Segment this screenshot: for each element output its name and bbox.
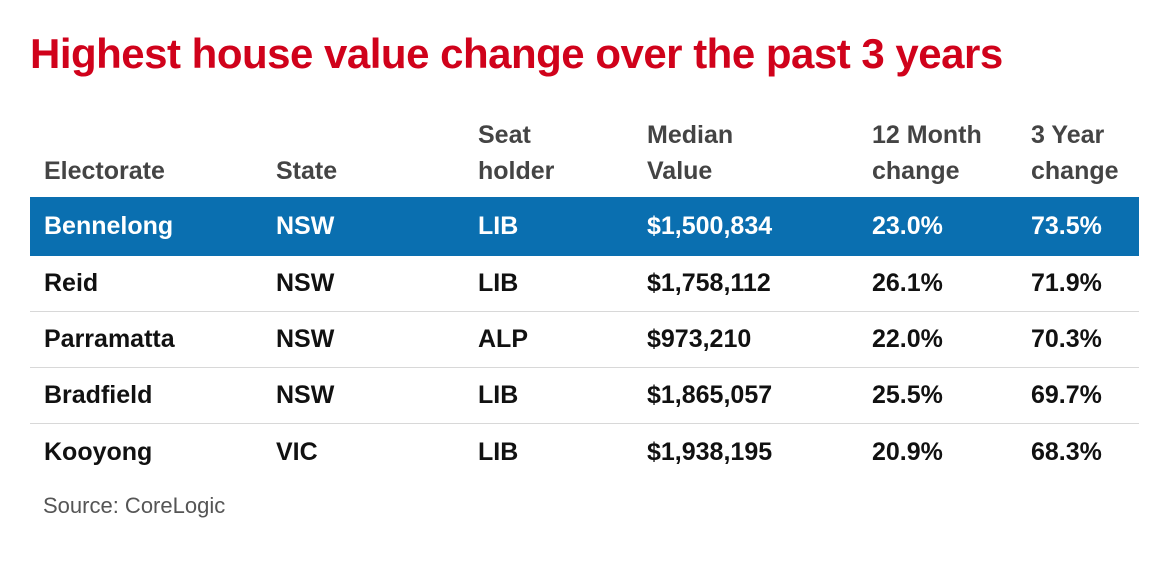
cell-state: NSW — [276, 381, 335, 409]
cell-electorate: Bradfield — [44, 381, 153, 409]
cell-electorate: Kooyong — [44, 437, 153, 466]
chart-title: Highest house value change over the past… — [30, 30, 1003, 77]
table-row: Bradfield NSW LIB $1,865,057 25.5% 69.7% — [30, 368, 1139, 424]
cell-median-value: $973,210 — [647, 325, 752, 353]
table-header: Electorate State Seat holder Median Valu… — [30, 120, 1139, 197]
cell-state: NSW — [276, 269, 335, 297]
table-row: Kooyong VIC LIB $1,938,195 20.9% 68.3% — [30, 424, 1139, 480]
cell-electorate: Reid — [44, 269, 99, 297]
cell-median-value: $1,500,834 — [647, 212, 773, 240]
cell-seat-holder: ALP — [478, 325, 528, 353]
header-seat-holder: Seat holder — [478, 121, 555, 185]
cell-12-month-change: 25.5% — [872, 381, 943, 409]
cell-3-year-change: 70.3% — [1031, 325, 1102, 353]
cell-12-month-change: 26.1% — [872, 269, 943, 297]
cell-12-month-change: 20.9% — [872, 437, 943, 466]
header-median-value: Median Value — [647, 121, 734, 185]
cell-12-month-change: 23.0% — [872, 212, 943, 240]
cell-electorate: Bennelong — [44, 212, 174, 240]
cell-3-year-change: 69.7% — [1031, 381, 1102, 409]
source-note: Source: CoreLogic — [43, 493, 226, 518]
cell-state: NSW — [276, 212, 335, 240]
cell-state: VIC — [276, 437, 318, 466]
cell-3-year-change: 71.9% — [1031, 269, 1102, 297]
cell-3-year-change: 73.5% — [1031, 212, 1102, 240]
cell-median-value: $1,758,112 — [647, 269, 771, 297]
cell-seat-holder: LIB — [478, 437, 519, 466]
table-row: Bennelong NSW LIB $1,500,834 23.0% 73.5% — [30, 197, 1139, 256]
data-table: Electorate State Seat holder Median Valu… — [30, 120, 1139, 480]
cell-state: NSW — [276, 325, 335, 353]
header-3-year-change: 3 Year change — [1031, 121, 1119, 185]
cell-median-value: $1,938,195 — [647, 437, 773, 466]
cell-12-month-change: 22.0% — [872, 325, 943, 353]
cell-seat-holder: LIB — [478, 381, 519, 409]
header-12-month-change: 12 Month change — [872, 121, 982, 185]
cell-seat-holder: LIB — [478, 212, 519, 240]
table-row: Parramatta NSW ALP $973,210 22.0% 70.3% — [30, 312, 1139, 368]
cell-3-year-change: 68.3% — [1031, 437, 1102, 466]
table-row: Reid NSW LIB $1,758,112 26.1% 71.9% — [30, 256, 1139, 312]
header-state: State — [276, 157, 338, 185]
cell-seat-holder: LIB — [478, 269, 519, 297]
cell-median-value: $1,865,057 — [647, 381, 773, 409]
cell-electorate: Parramatta — [44, 325, 175, 353]
header-electorate: Electorate — [44, 157, 165, 185]
